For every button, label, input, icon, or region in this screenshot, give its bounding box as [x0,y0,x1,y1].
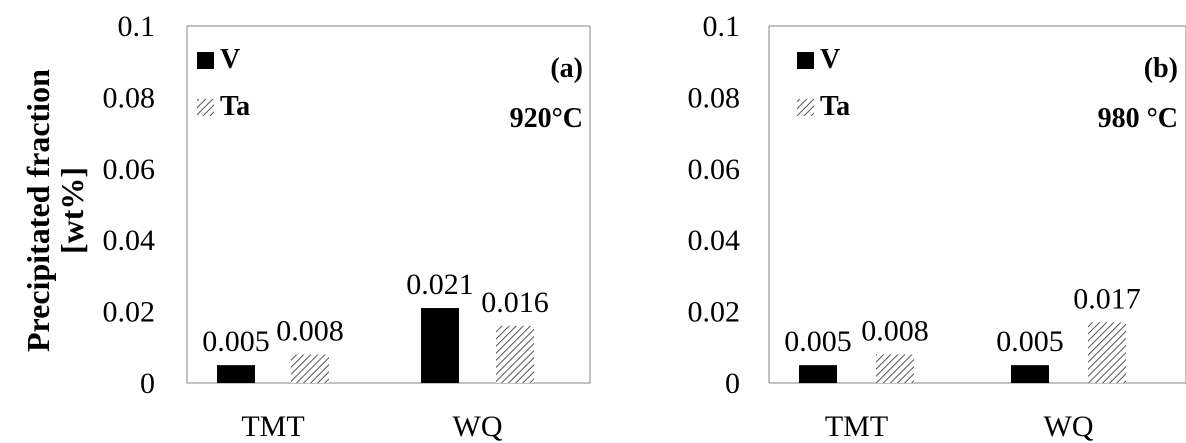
data-label: 0.005 [996,325,1064,358]
data-label: 0.017 [1073,282,1141,315]
y-tick-label: 0.02 [688,296,741,329]
legend-swatch-ta [797,99,814,116]
bar-v [799,365,837,383]
data-label: 0.008 [276,314,344,347]
data-label: 0.008 [861,314,929,347]
bar-ta [876,354,914,383]
x-category-label: WQ [1044,410,1094,443]
y-tick-label: 0.02 [103,296,156,329]
data-label: 0.021 [406,268,474,301]
y-tick-label: 0.04 [103,224,156,257]
y-tick-label: 0.06 [688,153,741,186]
bar-ta [1088,322,1126,383]
y-tick-label: 0.08 [688,81,741,114]
bar-v [1011,365,1049,383]
y-tick-label: 0 [725,367,740,400]
legend-label: Ta [220,91,250,122]
legend-swatch-ta [197,99,214,116]
legend-label: Ta [820,91,850,122]
x-category-label: WQ [453,410,503,443]
data-label: 0.005 [784,325,852,358]
bar-ta [496,325,534,383]
y-tick-label: 0.06 [103,153,156,186]
data-label: 0.005 [202,325,270,358]
legend-label: V [820,44,840,75]
y-tick-label: 0.04 [688,224,741,257]
x-category-label: TMT [241,410,304,443]
chart-panel-a: 0 0.02 0.04 0.06 0.08 0.1 TMT WQ 0.005 0.021 0.008… [103,10,591,443]
legend-swatch-v [197,52,214,69]
legend-label: V [220,44,240,75]
panel-label: (b) [1144,53,1178,84]
panel-label: (a) [550,53,583,84]
bar-v [217,365,255,383]
temperature-annotation: 980 °C [1098,103,1178,134]
temperature-annotation: 920°C [510,103,583,134]
data-label: 0.016 [481,286,549,319]
y-tick-label: 0.1 [118,10,156,43]
y-tick-label: 0 [140,367,155,400]
y-tick-label: 0.08 [103,81,156,114]
bar-v [421,308,459,383]
y-tick-label: 0.1 [703,10,741,43]
bar-ta [291,354,329,383]
legend-swatch-v [797,52,814,69]
x-category-label: TMT [825,410,888,443]
chart-panel-b: 0 0.02 0.04 0.06 0.08 0.1 TMT WQ 0.005 0.005 0.008… [688,10,1186,443]
